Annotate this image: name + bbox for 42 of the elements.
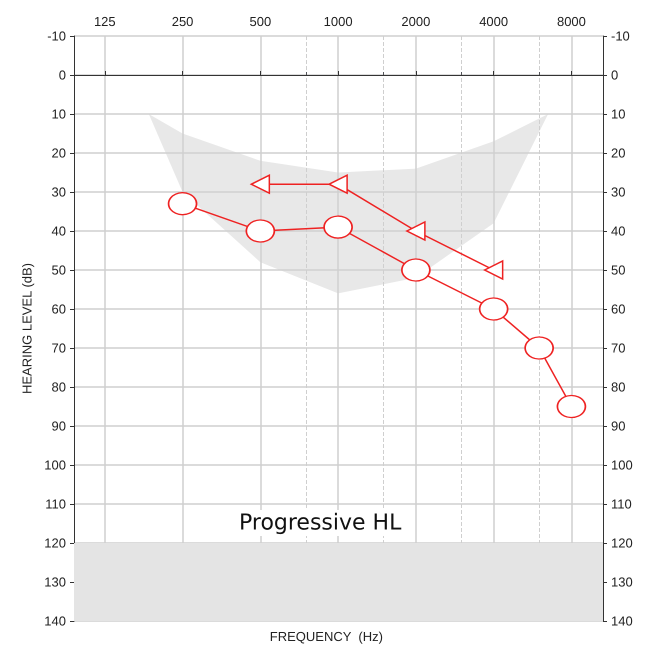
y-tick-label: 0: [58, 68, 66, 82]
x-tick-label: 2000: [401, 14, 430, 29]
y-tick-label: 140: [44, 614, 66, 628]
y2-tick-label: 90: [611, 418, 626, 434]
y2-tick-label: 120: [611, 536, 633, 550]
y-tick-label: 20: [52, 146, 66, 160]
x-tick-label: 4000: [479, 14, 508, 29]
y-tick-label: 100: [44, 458, 66, 472]
y-axis-title: HEARING LEVEL (dB): [19, 262, 34, 394]
y2-tick-label: 20: [611, 146, 626, 160]
y2-tick-label: 60: [611, 302, 626, 316]
y2-tick-label: -10: [611, 28, 630, 44]
x-tick-label: 125: [94, 14, 116, 29]
annotation: Progressive HL: [239, 510, 402, 536]
y2-tick-label: 30: [611, 184, 626, 200]
x-tick-label: 500: [249, 14, 272, 29]
y2-tick-label: 40: [611, 224, 626, 238]
y-tick-label: 80: [52, 380, 66, 394]
x-axis-title: FREQUENCY (Hz): [270, 629, 383, 644]
y2-tick-label: 50: [611, 262, 626, 278]
y2-tick-label: 110: [611, 496, 632, 512]
y2-tick-label: 140: [611, 614, 633, 628]
y-tick-label: 60: [52, 302, 66, 316]
y2-tick-label: 100: [611, 458, 633, 472]
y-tick-label: 130: [44, 574, 66, 590]
y-tick-label: -10: [47, 28, 66, 44]
y-tick-label: 90: [52, 418, 66, 434]
x-tick-label: 1000: [324, 14, 353, 29]
y-tick-label: 70: [52, 340, 66, 356]
x-tick-label: 250: [172, 14, 194, 29]
y2-tick-label: 70: [611, 340, 626, 356]
y-tick-label: 50: [52, 262, 66, 278]
y-tick-label: 120: [44, 536, 66, 550]
y2-tick-label: 10: [611, 106, 626, 122]
y2-tick-label: 80: [611, 380, 626, 394]
y-tick-label: 110: [45, 496, 66, 512]
y2-tick-label: 130: [611, 574, 633, 590]
y-tick-label: 30: [52, 184, 66, 200]
y-tick-label: 10: [52, 106, 66, 122]
x-tick-label: 8000: [556, 14, 586, 29]
y-tick-label: 40: [52, 224, 66, 238]
y2-tick-label: 0: [611, 68, 618, 82]
